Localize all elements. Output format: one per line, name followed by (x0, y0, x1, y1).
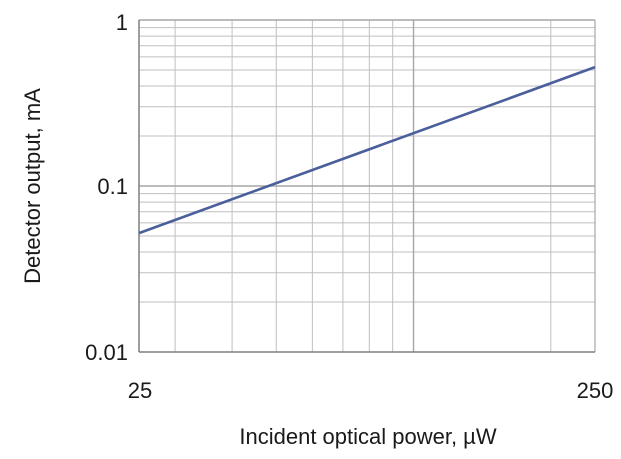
x-tick-label-1: 250 (577, 378, 614, 403)
axes (138, 20, 595, 353)
grid-major (139, 19, 596, 352)
series-line-0 (138, 65, 596, 235)
y-tick-label-1: 0.1 (97, 174, 128, 199)
y-tick-label-0: 0.01 (85, 340, 128, 365)
y-axis-title: Detector output, mA (20, 88, 45, 284)
series-layer (138, 65, 596, 235)
x-axis-title: Incident optical power, µW (239, 424, 496, 449)
x-tick-label-0: 25 (128, 378, 152, 403)
y-tick-label-2: 1 (116, 10, 128, 35)
